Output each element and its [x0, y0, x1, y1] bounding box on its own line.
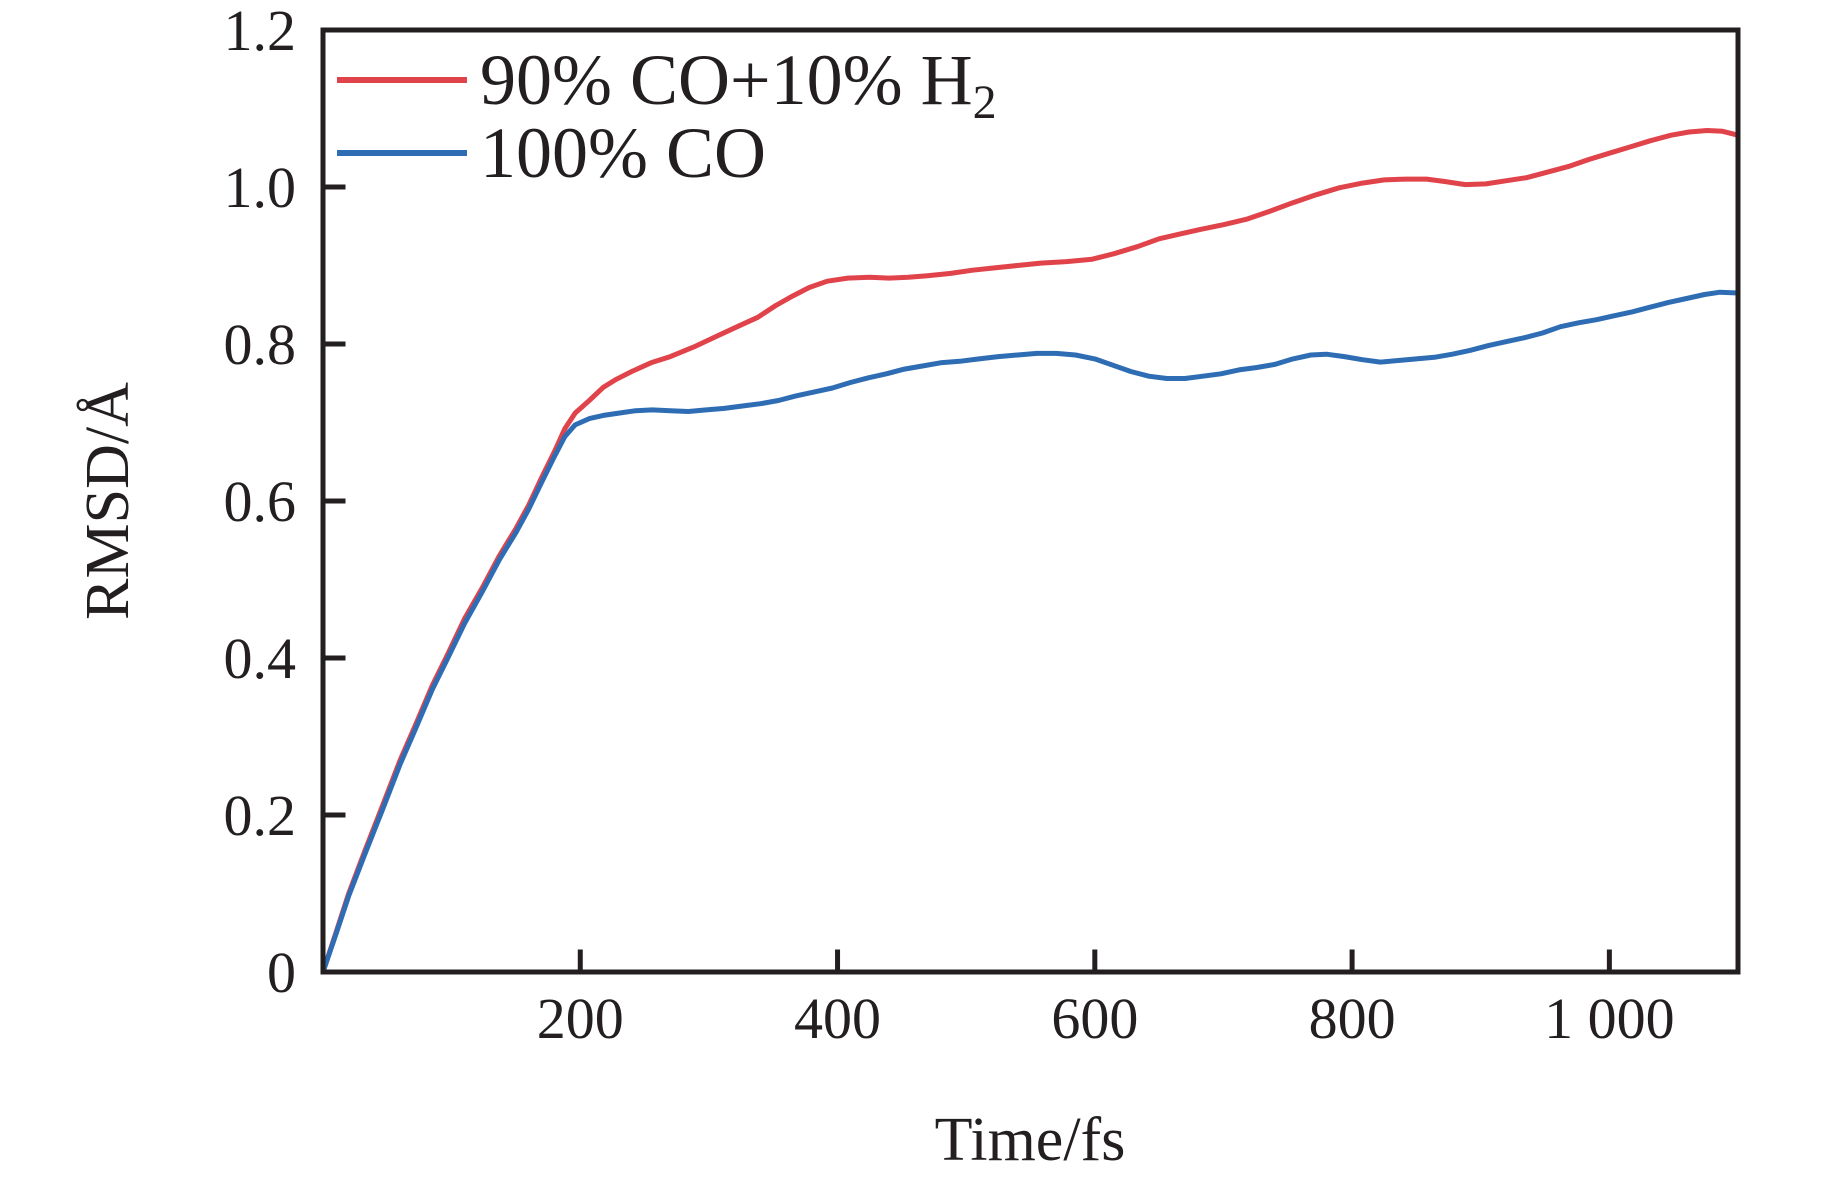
series-line-2: [320, 289, 1741, 975]
y-tick-label: 0: [267, 940, 296, 1005]
x-tick-label: 200: [537, 986, 624, 1051]
plot-frame: [320, 27, 1741, 975]
y-tick-label: 0.2: [224, 783, 297, 848]
y-axis-title: RMSD/Å: [74, 382, 142, 620]
legend: 90% CO+10% H2 100% CO: [337, 40, 997, 193]
legend-label-series2: 100% CO: [480, 113, 766, 193]
x-tick-label: 800: [1309, 986, 1396, 1051]
y-tick-label: 0.6: [224, 469, 297, 534]
y-tick-label: 1.0: [224, 155, 297, 220]
y-tick-label: 0.4: [224, 626, 297, 691]
legend-label-main: 90% CO+10% H: [480, 40, 973, 120]
legend-label-subscript: 2: [973, 76, 997, 129]
series-line-1: [320, 128, 1741, 975]
x-axis-title: Time/fs: [935, 1106, 1126, 1174]
y-tick-label: 1.2: [224, 0, 297, 63]
plot-area: 200 400 600 800 1 000 0 0.2 0.4 0.6 0.8 1.0 1.2: [224, 0, 1741, 1051]
x-tick-label: 600: [1051, 986, 1138, 1051]
legend-label-main: 100% CO: [480, 113, 766, 193]
x-tick-label: 1 000: [1544, 986, 1675, 1051]
y-tick-label: 0.8: [224, 312, 297, 377]
legend-label-series1: 90% CO+10% H2: [480, 40, 997, 129]
x-tick-label: 400: [794, 986, 881, 1051]
